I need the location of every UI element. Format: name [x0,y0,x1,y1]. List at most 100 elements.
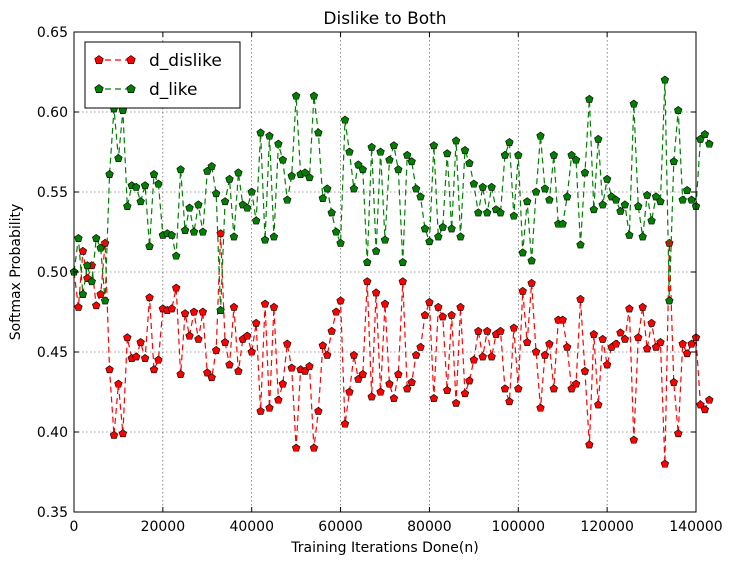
data-point-d_like [416,192,425,201]
data-point-d_like [340,115,350,124]
data-point-d_dislike [594,400,603,409]
data-point-d_like [216,306,225,314]
data-point-d_like [314,128,323,137]
data-point-d_like [660,75,670,84]
data-point-d_like [469,179,479,188]
data-point-d_dislike [669,378,678,386]
data-point-d_dislike [220,338,230,346]
data-point-d_dislike [465,376,474,385]
data-point-d_dislike [514,384,523,393]
data-point-d_like [300,168,310,177]
data-point-d_dislike [660,459,670,468]
data-point-d_like [483,208,492,217]
data-point-d_like [509,211,519,220]
data-point-d_dislike [251,318,261,327]
data-point-d_dislike [571,379,581,388]
data-point-d_dislike [700,405,710,414]
data-point-d_like [594,134,603,143]
data-point-d_like [665,296,674,305]
data-point-d_like [194,200,203,209]
data-point-d_like [634,202,643,210]
data-point-d_like [585,94,594,103]
data-point-d_dislike [180,309,190,318]
data-point-d_dislike [407,378,416,386]
data-point-d_like [260,235,270,244]
data-point-d_like [407,157,416,166]
data-point-d_like [220,197,230,206]
data-point-d_like [243,203,252,212]
data-point-d_like [123,202,132,210]
data-point-d_dislike [109,430,119,439]
data-point-d_dislike [585,440,594,449]
data-point-d_dislike [274,395,283,404]
data-point-d_dislike [318,341,327,350]
y-tick-label: 0.50 [37,265,68,281]
series-d_like [69,75,714,314]
data-point-d_dislike [638,302,647,311]
data-point-d_like [705,139,714,148]
data-point-d_dislike [225,360,234,369]
data-point-d_dislike [642,344,652,353]
data-point-d_dislike [380,299,390,308]
data-point-d_like [225,174,234,183]
data-point-d_like [336,238,345,247]
data-point-d_dislike [278,379,287,388]
data-point-d_like [323,184,332,193]
data-point-d_like [478,182,487,191]
y-tick-label: 0.65 [37,25,68,41]
data-point-d_like [411,184,421,193]
data-point-d_dislike [474,326,483,335]
data-point-d_like [474,208,483,217]
legend: d_dislike d_like [84,41,241,109]
data-point-d_dislike [154,355,163,364]
data-point-d_dislike [176,370,185,378]
x-tick-label: 120000 [580,519,633,535]
data-point-d_like [176,165,185,174]
data-point-d_like [545,195,554,204]
data-point-d_dislike [394,370,403,378]
data-point-d_like [167,230,176,239]
data-point-d_like [580,168,590,177]
data-point-d_like [349,184,359,193]
data-point-d_like [87,277,96,286]
data-point-d_dislike [149,365,159,374]
data-point-d_dislike [505,397,514,406]
data-point-d_dislike [425,298,434,306]
data-point-d_like [678,195,687,204]
data-point-d_like [345,147,354,156]
data-point-d_like [256,128,265,137]
data-point-d_like [642,190,652,199]
data-point-d_dislike [438,312,447,321]
data-point-d_like [140,181,150,190]
data-point-d_dislike [105,365,114,374]
data-point-d_dislike [243,331,252,340]
data-point-d_dislike [602,360,612,369]
data-point-d_like [500,150,510,159]
data-point-d_like [212,189,221,198]
data-point-d_dislike [145,293,154,302]
data-point-d_dislike [203,368,212,377]
data-point-d_dislike [283,339,292,348]
data-point-d_like [354,160,363,169]
data-point-d_like [616,206,625,215]
data-point-d_like [523,197,532,206]
data-point-d_like [274,139,283,148]
data-point-d_like [638,232,647,241]
legend-label: d_like [149,80,197,100]
y-tick-label: 0.40 [37,425,68,441]
data-point-d_like [234,168,243,177]
data-point-d_like [265,131,274,140]
data-point-d_like [305,173,314,182]
series-line-d_dislike [73,233,710,465]
data-point-d_dislike [340,419,350,428]
legend-box [84,41,241,109]
data-point-d_dislike [371,288,381,297]
data-point-d_like [434,232,443,241]
data-point-d_dislike [562,342,572,351]
data-point-d_dislike [185,331,194,340]
data-point-d_dislike [589,330,598,338]
data-point-d_like [589,205,598,214]
data-point-d_dislike [634,333,643,342]
data-point-d_like [656,197,665,206]
